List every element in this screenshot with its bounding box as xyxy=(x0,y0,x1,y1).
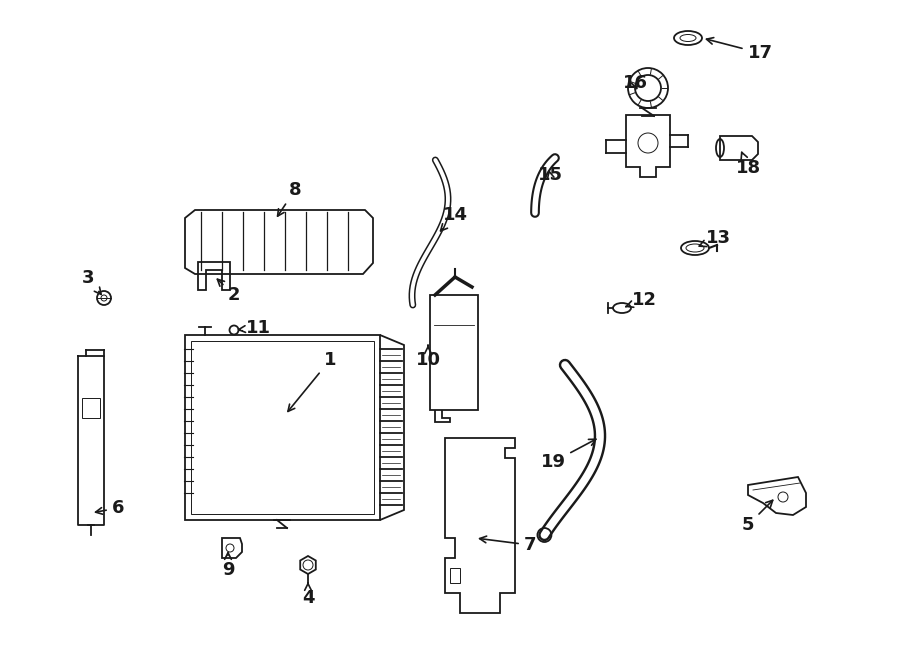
Text: 6: 6 xyxy=(95,499,124,517)
Text: 12: 12 xyxy=(626,291,656,309)
Text: 5: 5 xyxy=(742,500,773,534)
Bar xyxy=(82,398,100,418)
Text: 4: 4 xyxy=(302,583,314,607)
Text: 3: 3 xyxy=(82,269,101,294)
Text: 9: 9 xyxy=(221,553,234,579)
Text: 7: 7 xyxy=(480,536,536,554)
Text: 10: 10 xyxy=(416,346,440,369)
Bar xyxy=(185,335,380,520)
Bar xyxy=(450,568,460,583)
Text: 8: 8 xyxy=(277,181,302,216)
Text: 1: 1 xyxy=(288,351,337,411)
Bar xyxy=(430,295,478,410)
Text: 16: 16 xyxy=(623,74,647,92)
Text: 17: 17 xyxy=(706,38,772,62)
Bar xyxy=(191,341,374,514)
Text: 15: 15 xyxy=(537,166,562,184)
Text: 2: 2 xyxy=(218,279,240,304)
Text: 13: 13 xyxy=(699,229,731,247)
Text: 19: 19 xyxy=(541,439,596,471)
Text: 14: 14 xyxy=(440,206,467,231)
Text: 11: 11 xyxy=(238,319,271,337)
Text: 18: 18 xyxy=(735,152,760,177)
